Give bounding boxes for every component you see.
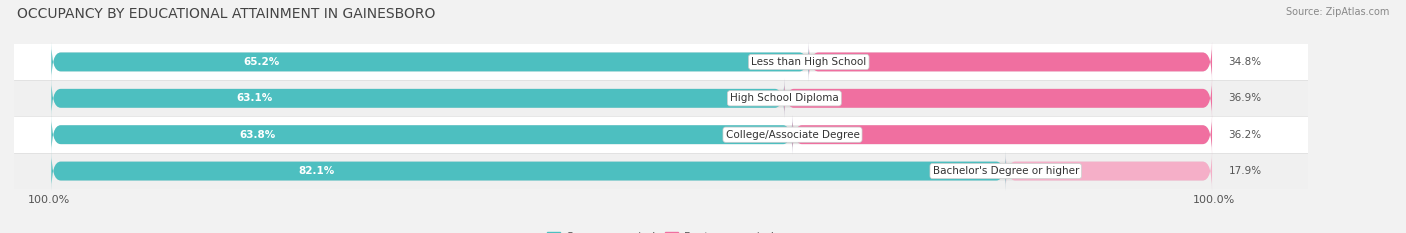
Text: High School Diploma: High School Diploma <box>730 93 839 103</box>
Text: 63.8%: 63.8% <box>239 130 276 140</box>
FancyBboxPatch shape <box>52 151 1005 191</box>
FancyBboxPatch shape <box>808 42 1212 82</box>
Text: Source: ZipAtlas.com: Source: ZipAtlas.com <box>1285 7 1389 17</box>
Text: 34.8%: 34.8% <box>1229 57 1261 67</box>
Text: College/Associate Degree: College/Associate Degree <box>725 130 859 140</box>
Text: 63.1%: 63.1% <box>236 93 273 103</box>
Text: 36.2%: 36.2% <box>1229 130 1261 140</box>
FancyBboxPatch shape <box>52 115 793 154</box>
Text: 65.2%: 65.2% <box>243 57 280 67</box>
Bar <box>0 80 1331 116</box>
Bar <box>0 153 1331 189</box>
FancyBboxPatch shape <box>52 79 1212 118</box>
Text: Less than High School: Less than High School <box>751 57 866 67</box>
Text: 17.9%: 17.9% <box>1229 166 1261 176</box>
FancyBboxPatch shape <box>52 151 1212 191</box>
FancyBboxPatch shape <box>1005 151 1212 191</box>
Text: Bachelor's Degree or higher: Bachelor's Degree or higher <box>932 166 1078 176</box>
Legend: Owner-occupied, Renter-occupied: Owner-occupied, Renter-occupied <box>547 232 775 233</box>
Text: 36.9%: 36.9% <box>1229 93 1261 103</box>
FancyBboxPatch shape <box>785 79 1212 118</box>
Bar <box>0 116 1331 153</box>
FancyBboxPatch shape <box>793 115 1212 154</box>
FancyBboxPatch shape <box>52 42 808 82</box>
FancyBboxPatch shape <box>52 115 1212 154</box>
Text: 82.1%: 82.1% <box>299 166 335 176</box>
FancyBboxPatch shape <box>52 42 1212 82</box>
FancyBboxPatch shape <box>52 79 785 118</box>
Text: OCCUPANCY BY EDUCATIONAL ATTAINMENT IN GAINESBORO: OCCUPANCY BY EDUCATIONAL ATTAINMENT IN G… <box>17 7 436 21</box>
Bar <box>0 44 1331 80</box>
